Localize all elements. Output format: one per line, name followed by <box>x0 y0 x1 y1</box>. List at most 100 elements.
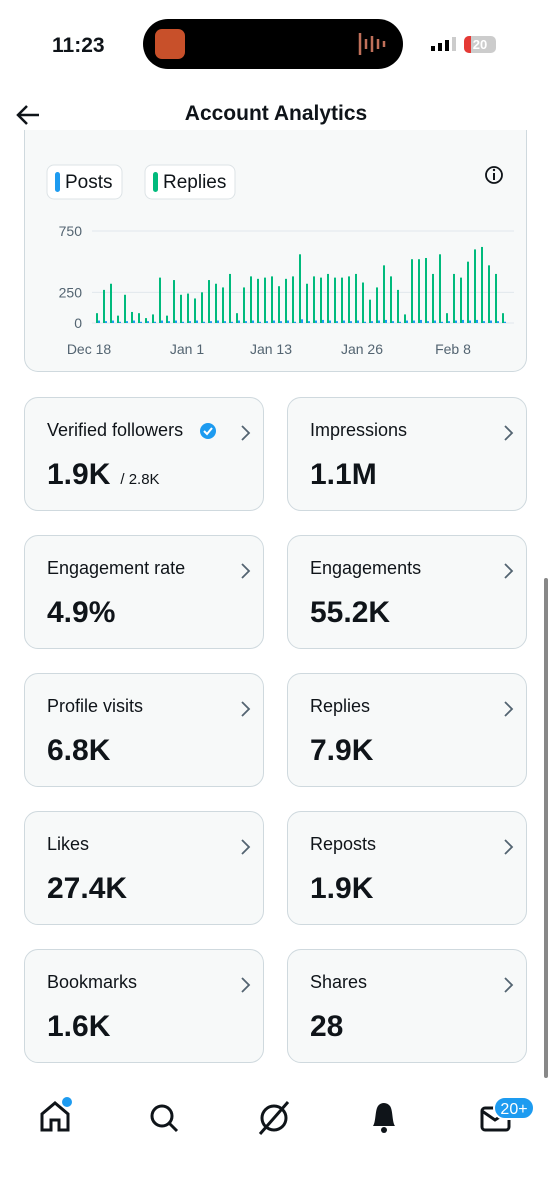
y-tick-label: 0 <box>74 315 82 331</box>
card-sub: / 2.8K <box>120 471 160 488</box>
card-value-text: 27.4K <box>47 872 128 905</box>
bar <box>119 321 121 323</box>
stat-card[interactable]: Impressions 1.1M <box>287 397 527 511</box>
bar <box>273 320 275 323</box>
bar <box>110 283 112 323</box>
bar <box>98 320 100 323</box>
card-value: 7.9K <box>310 734 373 768</box>
notifications-tab[interactable] <box>373 1103 395 1133</box>
back-button[interactable] <box>14 102 42 128</box>
bar <box>187 293 189 323</box>
bar <box>348 276 350 323</box>
chevron <box>241 701 251 717</box>
stat-card[interactable]: Engagement rate 4.9% <box>24 535 264 649</box>
chevron <box>241 839 251 855</box>
bar <box>364 321 366 323</box>
bar <box>376 287 378 323</box>
home-tab[interactable] <box>40 1097 72 1132</box>
card-value: 27.4K <box>47 872 127 906</box>
bar <box>495 273 497 323</box>
x-tick-label: Jan 1 <box>170 341 204 357</box>
bar <box>154 321 156 323</box>
bar <box>264 277 266 323</box>
bar <box>504 321 506 323</box>
bar <box>427 321 429 323</box>
stat-card[interactable]: Reposts 1.9K <box>287 811 527 925</box>
card-value-text: 1.1M <box>310 458 377 491</box>
card-value: 1.9K / 2.8K <box>47 458 160 492</box>
bar <box>245 321 247 323</box>
bar <box>138 313 140 323</box>
stat-card[interactable]: Replies 7.9K <box>287 673 527 787</box>
bar <box>231 321 233 323</box>
battery: 20 <box>464 36 496 53</box>
bar <box>483 321 485 323</box>
chevron <box>504 977 514 993</box>
stat-card[interactable]: Likes 27.4K <box>24 811 264 925</box>
bar <box>418 259 420 323</box>
card-label: Reposts <box>310 834 377 854</box>
legend-swatch <box>55 172 60 192</box>
bar <box>117 315 119 323</box>
stat-card[interactable]: Engagements 55.2K <box>287 535 527 649</box>
stat-card[interactable]: Shares 28 <box>287 949 527 1063</box>
search-tab[interactable] <box>150 1104 179 1133</box>
bar <box>173 280 175 323</box>
messages-tab[interactable] <box>480 1096 535 1132</box>
app-icon <box>155 29 185 59</box>
bar <box>315 320 317 323</box>
card-value-text: 28 <box>310 1010 344 1043</box>
chevron <box>504 563 514 579</box>
bar <box>294 321 296 323</box>
bar <box>453 273 455 323</box>
card-value: 55.2K <box>310 596 390 630</box>
bar <box>257 278 259 323</box>
x-tick-label: Jan 13 <box>250 341 292 357</box>
grok-tab[interactable] <box>258 1101 290 1135</box>
bar <box>497 321 499 323</box>
card-label: Profile visits <box>47 696 144 716</box>
bar <box>474 249 476 323</box>
bar <box>322 319 324 323</box>
bar <box>145 318 147 323</box>
bar <box>236 313 238 323</box>
card-value-text: 7.9K <box>310 734 374 767</box>
card-value-text: 1.9K <box>310 872 374 905</box>
bar <box>411 259 413 323</box>
bar <box>413 320 415 323</box>
stat-card[interactable]: Verified followers 1.9K / 2.8K <box>24 397 264 511</box>
bar <box>194 298 196 323</box>
bar <box>313 276 315 323</box>
bar <box>278 286 280 323</box>
bar <box>446 313 448 323</box>
bar <box>362 282 364 323</box>
bar <box>266 321 268 323</box>
dynamic-island <box>143 19 403 69</box>
card-label: Replies <box>310 696 371 716</box>
bar <box>131 311 133 323</box>
card-value: 28 <box>310 1010 343 1044</box>
bar <box>250 276 252 323</box>
stat-card[interactable]: Bookmarks 1.6K <box>24 949 264 1063</box>
bar <box>161 320 163 323</box>
bar <box>196 320 198 323</box>
bar <box>229 273 231 323</box>
stat-card[interactable]: Profile visits 6.8K <box>24 673 264 787</box>
bar <box>201 292 203 323</box>
bar <box>252 320 254 323</box>
card-label: Bookmarks <box>47 972 138 992</box>
bar <box>392 321 394 323</box>
bar <box>460 277 462 323</box>
bar <box>105 321 107 323</box>
card-label: Engagements <box>310 558 422 578</box>
bar <box>208 280 210 323</box>
x-tick-label: Jan 26 <box>341 341 383 357</box>
bar <box>439 254 441 323</box>
bar <box>243 287 245 323</box>
card-value-text: 55.2K <box>310 596 391 629</box>
chevron <box>504 839 514 855</box>
card-value-text: 1.9K <box>47 458 111 491</box>
bar <box>126 321 128 323</box>
bar <box>166 315 168 323</box>
